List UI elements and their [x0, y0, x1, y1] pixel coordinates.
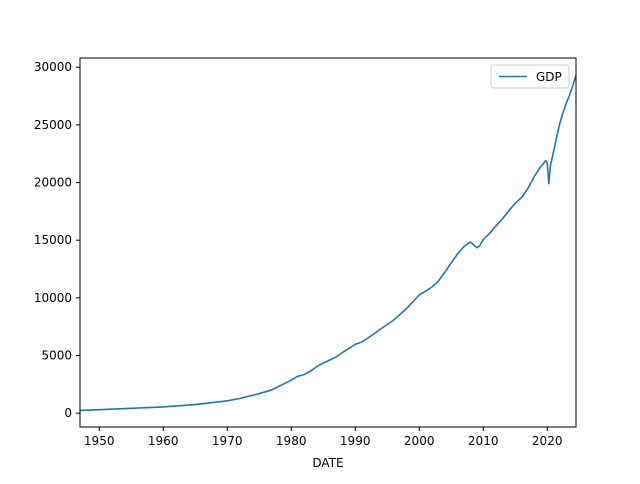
x-axis-ticks: 1950 1960 1970 1980 1990 2000 2010 2020: [84, 427, 563, 448]
x-tick-label: 1960: [148, 434, 179, 448]
y-tick-label: 15000: [34, 233, 72, 247]
x-tick-label: 1950: [84, 434, 115, 448]
x-tick-label: 1990: [340, 434, 371, 448]
x-tick-label: 2020: [532, 434, 563, 448]
x-tick-label: 2000: [404, 434, 435, 448]
y-tick-label: 30000: [34, 60, 72, 74]
legend: GDP: [490, 64, 570, 89]
x-tick-label: 2010: [468, 434, 499, 448]
legend-box: [490, 64, 570, 89]
x-tick-label: 1980: [276, 434, 307, 448]
x-tick-label: 1970: [212, 434, 243, 448]
x-axis-label: DATE: [312, 456, 343, 470]
series-layer: [79, 75, 577, 412]
y-tick-label: 0: [64, 406, 72, 420]
y-tick-label: 5000: [41, 349, 72, 363]
series-line-gdp: [79, 75, 577, 412]
y-axis-ticks: 0 5000 10000 15000 20000 25000 30000: [34, 60, 80, 420]
legend-label: GDP: [536, 70, 562, 84]
y-tick-label: 25000: [34, 118, 72, 132]
y-tick-label: 10000: [34, 291, 72, 305]
plot-frame: [79, 57, 577, 428]
y-tick-label: 20000: [34, 176, 72, 190]
